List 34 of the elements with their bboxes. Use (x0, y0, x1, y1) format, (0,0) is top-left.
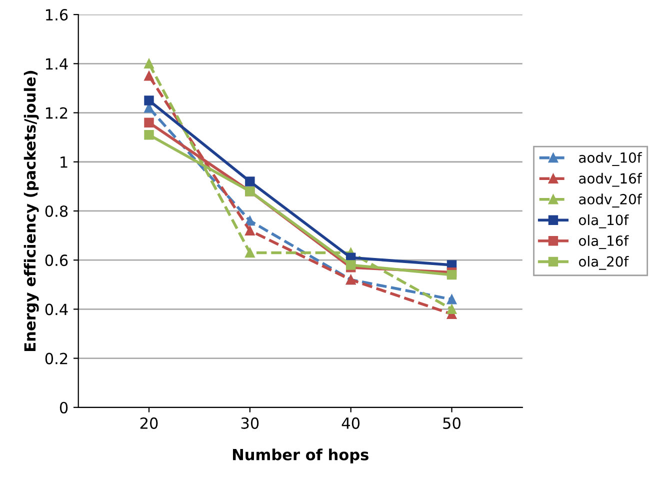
y-axis-title: Energy efficiency (packets/joule) (24, 70, 39, 351)
point (144, 96, 154, 106)
y-tick-label: 1 (60, 156, 68, 168)
legend-label: ola_16f (578, 235, 629, 250)
point (245, 226, 255, 236)
y-tick-label: 1.6 (46, 9, 68, 21)
legend-label: ola_20f (578, 256, 629, 270)
legend-label: aodv_20f (579, 194, 642, 208)
point (446, 304, 457, 314)
legend-label: aodv_16f (579, 172, 642, 187)
point (144, 130, 154, 140)
point (446, 270, 457, 280)
y-tick-label: 0.6 (45, 254, 68, 266)
point (446, 294, 457, 304)
point (245, 176, 255, 186)
y-tick-label: 1.4 (46, 58, 68, 70)
point (245, 248, 255, 258)
y-tick-label: 0 (60, 402, 68, 414)
x-tick-label: 20 (140, 417, 158, 429)
x-axis-title: Number of hops (232, 448, 368, 464)
legend-label: ola_10f (578, 214, 629, 228)
y-tick-label: 0.4 (45, 304, 68, 316)
legend-label: aodv_10f (579, 152, 642, 166)
y-tick-label: 1.2 (46, 107, 68, 119)
point (144, 118, 154, 128)
x-tick-label: 50 (443, 417, 460, 429)
y-tick-label: 0.8 (45, 205, 68, 217)
point (144, 58, 154, 69)
point (346, 260, 356, 270)
x-tick-label: 30 (241, 417, 259, 429)
point (144, 71, 154, 81)
x-tick-label: 40 (342, 417, 360, 429)
y-tick-label: 0.2 (45, 352, 68, 364)
point (245, 216, 255, 226)
